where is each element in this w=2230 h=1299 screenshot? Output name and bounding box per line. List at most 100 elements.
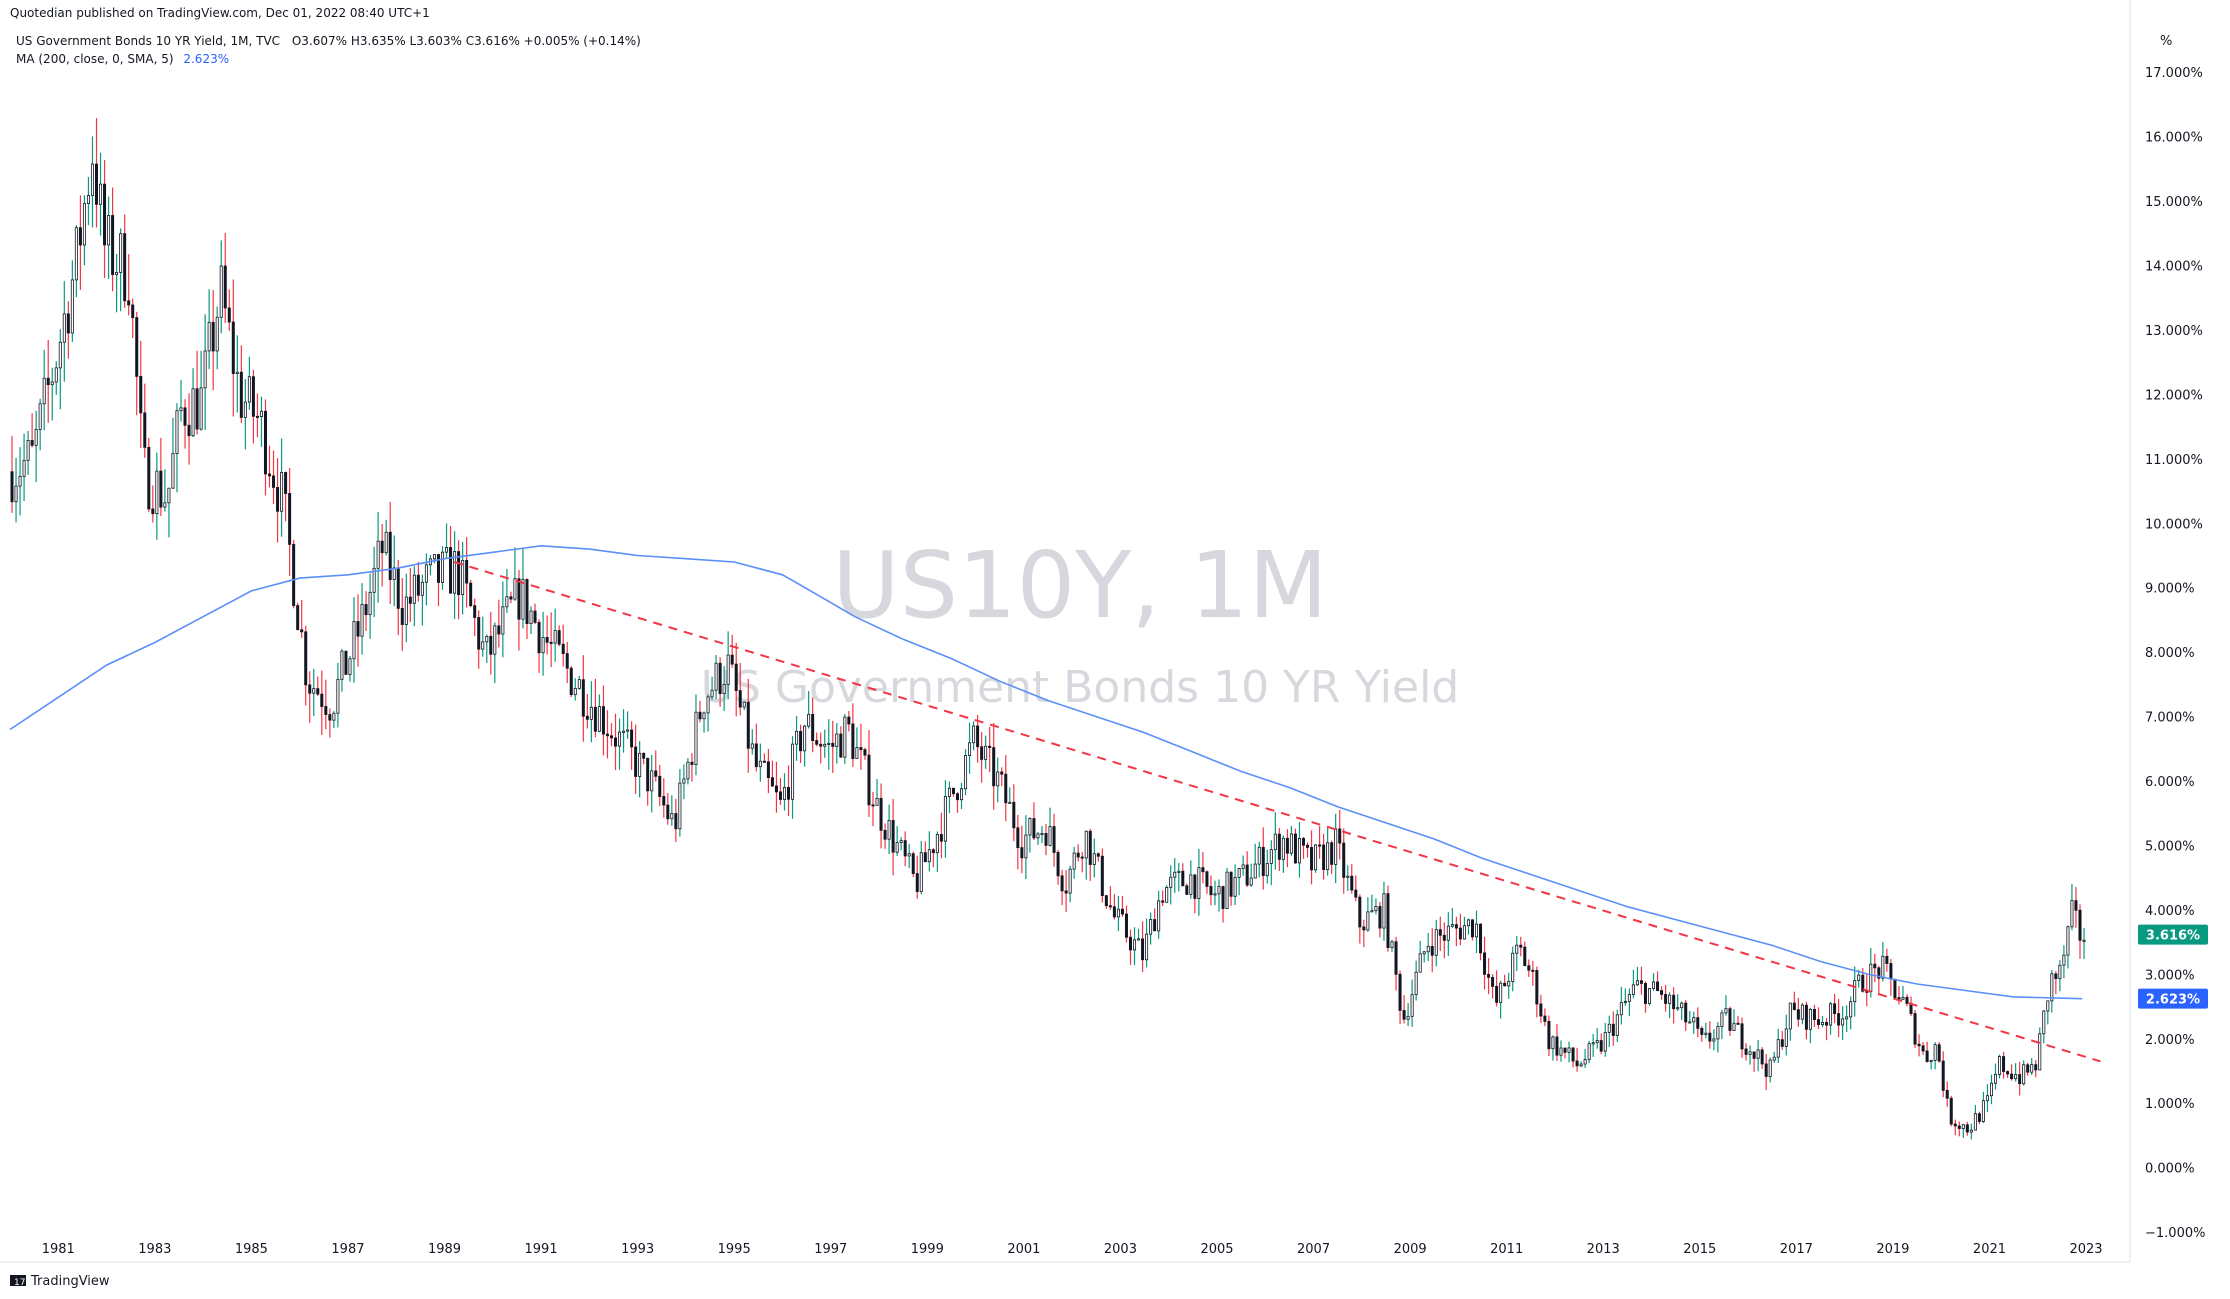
- candle: [1394, 936, 1398, 991]
- candle: [2006, 1070, 2010, 1078]
- candle: [1796, 997, 1800, 1027]
- candle: [1040, 825, 1044, 844]
- candle: [1756, 1039, 1760, 1072]
- symbol-legend-prefix: US Government Bonds 10 YR Yield, 1M, TVC: [16, 34, 280, 48]
- candle: [1108, 886, 1112, 910]
- candle: [328, 708, 332, 738]
- candle: [1708, 1021, 1712, 1049]
- candle: [316, 676, 320, 696]
- candle: [412, 566, 416, 627]
- candle: [1185, 883, 1189, 896]
- candle: [770, 760, 774, 788]
- candle: [1100, 848, 1104, 903]
- candle: [340, 648, 344, 692]
- candle: [911, 851, 915, 878]
- candle: [82, 195, 86, 266]
- candle: [18, 447, 22, 516]
- tradingview-logo-icon[interactable]: 17: [10, 1275, 26, 1288]
- candle: [66, 301, 70, 359]
- candle: [1615, 1009, 1619, 1043]
- candle: [1833, 993, 1837, 1024]
- candle: [589, 681, 593, 743]
- candle: [1579, 1061, 1583, 1068]
- candle: [1068, 865, 1072, 903]
- y-tick-label: 5.000%: [2145, 839, 2195, 854]
- x-axis[interactable]: 1981 1983 1985 1987 1989 1991 1993 1995 1997 1999…: [42, 1242, 2103, 1257]
- candle: [207, 289, 211, 370]
- x-tick-label: 2023: [2069, 1242, 2102, 1257]
- watermark-symbol: US10Y, 1M: [832, 532, 1327, 639]
- candle: [1495, 970, 1499, 1007]
- candle: [62, 281, 66, 382]
- y-tick-label: −1.000%: [2145, 1226, 2205, 1241]
- candle: [1145, 918, 1149, 968]
- candle: [686, 757, 690, 785]
- y-tick-label: 8.000%: [2145, 646, 2195, 661]
- candle: [215, 306, 219, 370]
- candle: [1760, 1047, 1764, 1069]
- candle: [111, 187, 115, 292]
- candle: [1265, 849, 1269, 884]
- candle: [1310, 830, 1314, 885]
- candle: [678, 769, 682, 837]
- candle: [336, 662, 340, 728]
- candle: [569, 666, 573, 698]
- candle: [1599, 1033, 1603, 1055]
- candle: [247, 356, 251, 410]
- svg-text:17: 17: [14, 1278, 25, 1288]
- candle: [1945, 1081, 1949, 1107]
- candle: [1772, 1051, 1776, 1063]
- candle: [1285, 829, 1289, 868]
- candle: [553, 608, 557, 662]
- candle: [1318, 826, 1322, 859]
- footer-brand[interactable]: TradingView: [30, 1274, 110, 1289]
- x-tick-label: 2021: [1973, 1242, 2006, 1257]
- candle: [1873, 953, 1877, 983]
- candle: [1322, 833, 1326, 880]
- candle: [1913, 1009, 1917, 1048]
- candle: [1334, 813, 1338, 884]
- candle: [875, 779, 879, 806]
- candle: [1036, 832, 1040, 846]
- candle: [280, 438, 284, 537]
- candle: [1740, 1017, 1744, 1058]
- candle: [1257, 841, 1261, 878]
- candle: [1000, 767, 1004, 787]
- candle: [984, 735, 988, 769]
- candle: [702, 711, 706, 733]
- candle: [469, 579, 473, 608]
- candle: [1776, 1028, 1780, 1064]
- candle: [2050, 969, 2054, 1013]
- candle: [155, 452, 159, 540]
- candle: [1016, 814, 1020, 870]
- price-badges: 3.616% 2.623%: [2138, 924, 2208, 1009]
- candle: [951, 787, 955, 797]
- candle: [654, 750, 658, 782]
- candle: [1157, 890, 1161, 939]
- candle: [1647, 988, 1652, 1006]
- candle: [191, 368, 195, 438]
- candle: [364, 591, 368, 631]
- candle: [1700, 1026, 1704, 1042]
- candle: [891, 798, 895, 876]
- candle: [42, 349, 46, 431]
- y-axis[interactable]: 17.000% 16.000% 15.000% 14.000% 13.000% 12.00…: [2145, 66, 2205, 1241]
- candle: [927, 831, 931, 872]
- candle: [762, 753, 766, 763]
- candle: [585, 693, 589, 729]
- x-tick-label: 1985: [235, 1242, 268, 1257]
- candle: [1474, 910, 1479, 954]
- candle: [131, 298, 135, 339]
- moving-average-line[interactable]: [9, 544, 2083, 1000]
- candle: [54, 361, 58, 395]
- candle: [1567, 1041, 1571, 1063]
- candle: [533, 603, 537, 625]
- candle: [1676, 994, 1680, 1011]
- candle: [1165, 885, 1169, 903]
- candle: [1249, 863, 1253, 887]
- candle: [517, 569, 521, 651]
- candle: [1229, 871, 1233, 906]
- candle: [1849, 996, 1853, 1030]
- candle: [1712, 1029, 1716, 1051]
